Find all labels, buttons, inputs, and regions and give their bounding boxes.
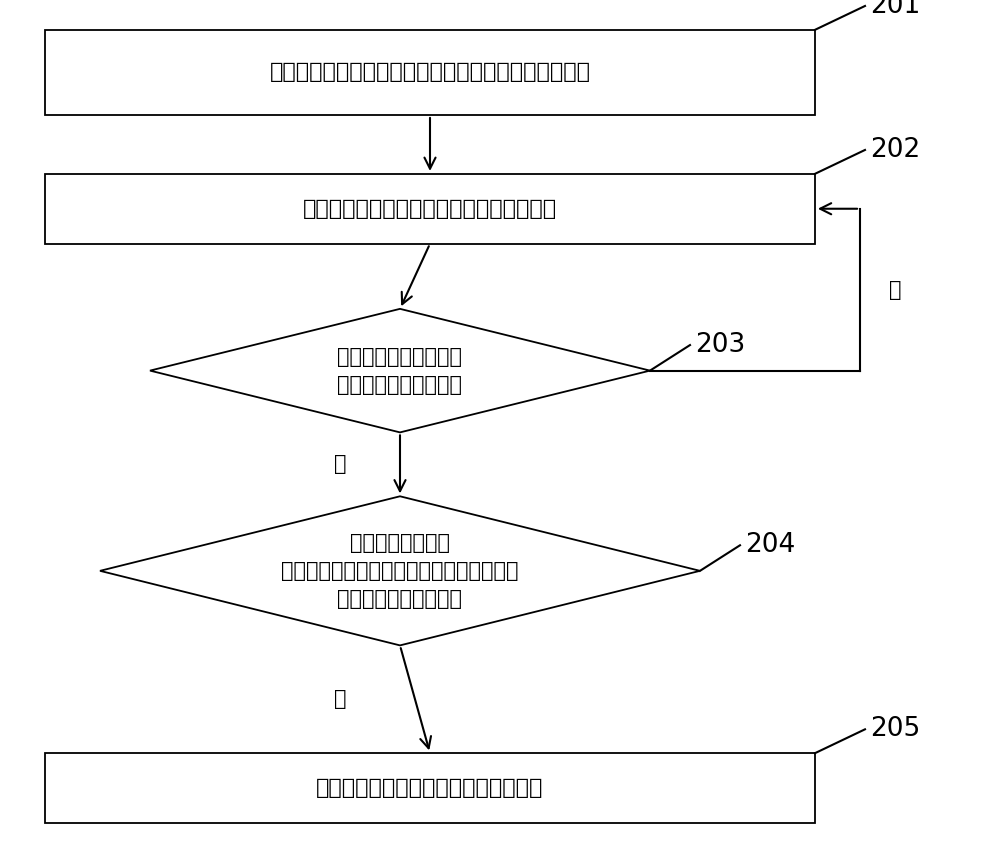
Text: 201: 201 <box>870 0 920 19</box>
Text: 虚拟现实设备判断视觉
中心是否在躯体图像上: 虚拟现实设备判断视觉 中心是否在躯体图像上 <box>338 347 462 394</box>
Polygon shape <box>100 496 700 646</box>
Text: 203: 203 <box>695 332 745 358</box>
FancyBboxPatch shape <box>45 753 815 823</box>
Text: 是: 是 <box>334 689 346 709</box>
Text: 205: 205 <box>870 717 920 742</box>
Text: 虚拟现实设备检测
躯体图像是否为佩戴者的手掌图像，该手掌
图像包括手掌正面区域: 虚拟现实设备检测 躯体图像是否为佩戴者的手掌图像，该手掌 图像包括手掌正面区域 <box>281 532 519 609</box>
Text: 虚拟现实设备显示虚拟现实设备的菜单: 虚拟现实设备显示虚拟现实设备的菜单 <box>316 778 544 798</box>
FancyBboxPatch shape <box>45 30 815 115</box>
Text: 204: 204 <box>745 532 795 558</box>
Text: 是: 是 <box>334 454 346 475</box>
Text: 虚拟现实设备捕捉图像，该图像包括佩戴者的躯体图像: 虚拟现实设备捕捉图像，该图像包括佩戴者的躯体图像 <box>270 62 590 83</box>
Text: 虚拟现实设备检测佩戴者的视觉中心的位置: 虚拟现实设备检测佩戴者的视觉中心的位置 <box>303 199 557 219</box>
FancyBboxPatch shape <box>45 174 815 244</box>
Polygon shape <box>150 309 650 433</box>
Text: 否: 否 <box>889 279 901 300</box>
Text: 202: 202 <box>870 137 920 163</box>
